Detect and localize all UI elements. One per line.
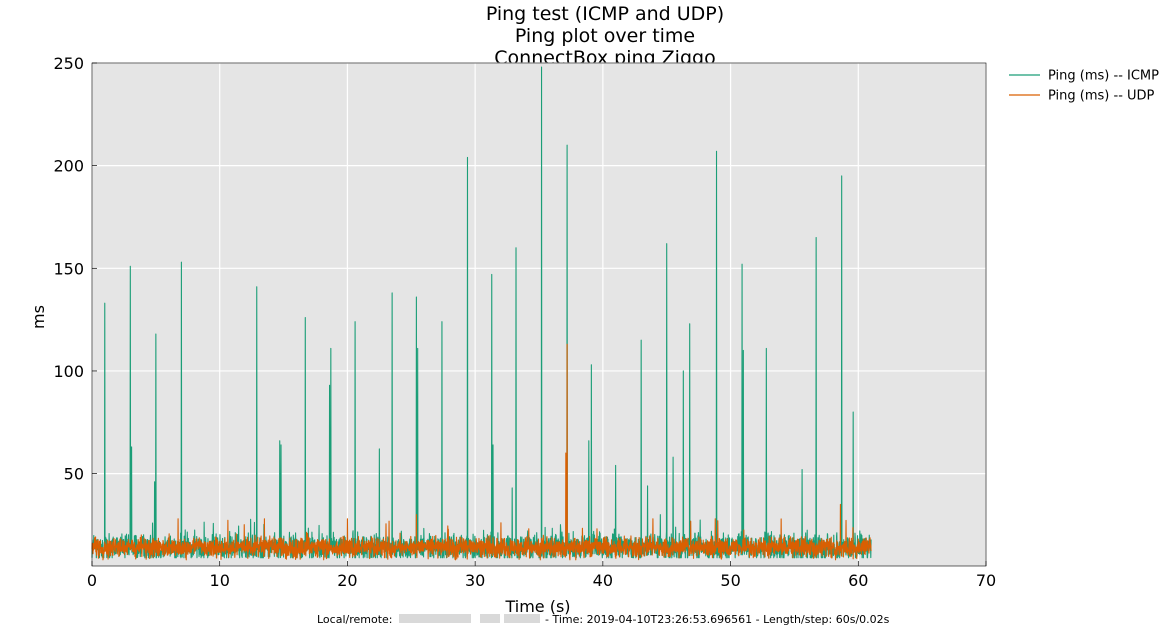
chart-title-line-1: Ping test (ICMP and UDP) [486, 3, 724, 25]
x-tick-label: 10 [210, 571, 230, 590]
plot-area [92, 63, 986, 566]
redacted-address-block [399, 614, 471, 623]
x-tick-label: 50 [720, 571, 740, 590]
y-tick-label: 50 [64, 465, 84, 484]
footer-prefix: Local/remote: [317, 613, 393, 626]
footer-suffix: - Time: 2019-04-10T23:26:53.696561 - Len… [545, 613, 890, 626]
x-axis-ticks: 0 10 20 30 40 50 60 70 [87, 561, 996, 590]
x-tick-label: 20 [337, 571, 357, 590]
x-tick-label: 70 [976, 571, 996, 590]
y-tick-label: 200 [53, 157, 84, 176]
legend-label-icmp: Ping (ms) -- ICMP [1048, 69, 1159, 84]
legend-label-udp: Ping (ms) -- UDP [1048, 89, 1155, 104]
y-tick-label: 100 [53, 362, 84, 381]
plot-frame [91, 62, 987, 567]
x-tick-label: 0 [87, 571, 97, 590]
redacted-address-block [504, 614, 540, 623]
footer: Local/remote: - Time: 2019-04-10T23:26:5… [317, 613, 890, 626]
y-axis-label: ms [29, 305, 48, 329]
chart-title-line-2: Ping plot over time [515, 25, 695, 47]
legend: Ping (ms) -- ICMP Ping (ms) -- UDP [1009, 69, 1159, 104]
x-tick-label: 40 [593, 571, 613, 590]
series-lines [91, 66, 872, 561]
redacted-address-block [480, 614, 500, 623]
x-axis-label: Time (s) [504, 597, 570, 616]
y-tick-label: 150 [53, 259, 84, 278]
y-tick-label: 250 [53, 54, 84, 73]
x-tick-label: 30 [465, 571, 485, 590]
y-axis-ticks: 50 100 150 200 250 [53, 54, 97, 484]
udp-series-line [91, 343, 872, 561]
x-tick-label: 60 [848, 571, 868, 590]
